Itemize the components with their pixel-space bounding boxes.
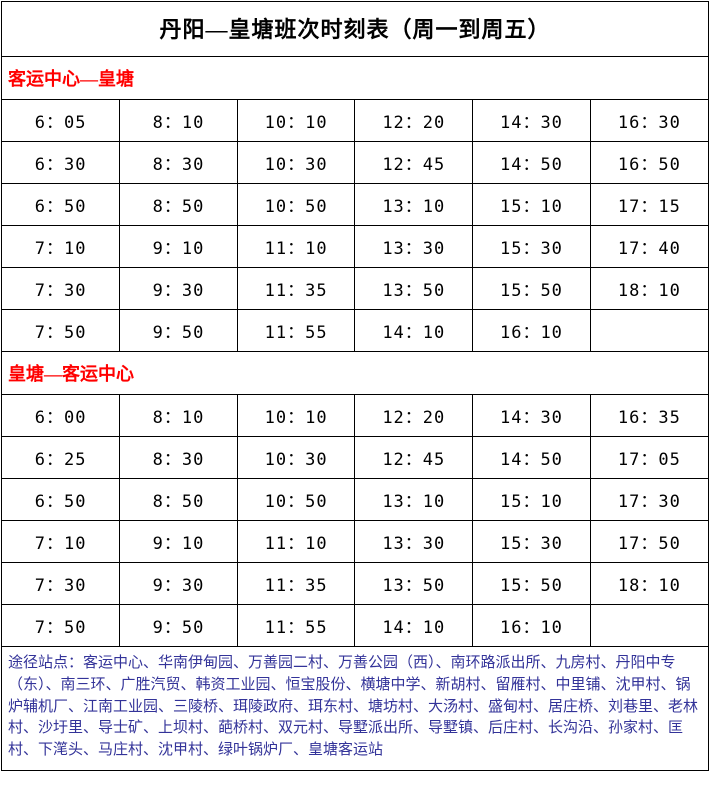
time-cell: 16：50 — [590, 142, 708, 184]
time-cell: 17：40 — [590, 226, 708, 268]
time-cell: 8：10 — [120, 395, 238, 437]
time-cell: 9：10 — [120, 226, 238, 268]
time-cell: 13：30 — [355, 521, 473, 563]
time-cell: 16：10 — [473, 310, 591, 352]
time-cell: 17：50 — [590, 521, 708, 563]
time-cell: 6：00 — [2, 395, 120, 437]
time-cell: 15：10 — [473, 479, 591, 521]
time-cell: 6：25 — [2, 437, 120, 479]
time-cell: 11：35 — [237, 268, 355, 310]
time-cell: 11：10 — [237, 226, 355, 268]
time-cell: 13：10 — [355, 184, 473, 226]
table-row: 6：008：1010：1012：2014：3016：35 — [2, 395, 708, 437]
time-cell: 12：45 — [355, 142, 473, 184]
timetable-container: 丹阳—皇塘班次时刻表（周一到周五） 客运中心—皇塘6：058：1010：1012… — [1, 1, 709, 771]
time-cell: 13：50 — [355, 268, 473, 310]
time-cell: 12：20 — [355, 100, 473, 142]
page-title: 丹阳—皇塘班次时刻表（周一到周五） — [2, 2, 708, 57]
table-row: 6：508：5010：5013：1015：1017：30 — [2, 479, 708, 521]
time-cell: 18：10 — [590, 563, 708, 605]
time-cell: 15：30 — [473, 226, 591, 268]
section-header: 客运中心—皇塘 — [2, 57, 708, 100]
time-cell: 11：55 — [237, 605, 355, 647]
time-cell: 10：30 — [237, 437, 355, 479]
time-cell: 10：50 — [237, 184, 355, 226]
time-cell: 7：10 — [2, 226, 120, 268]
timetable: 6：008：1010：1012：2014：3016：356：258：3010：3… — [2, 395, 708, 646]
time-cell: 10：10 — [237, 395, 355, 437]
time-cell: 14：10 — [355, 605, 473, 647]
time-cell: 7：10 — [2, 521, 120, 563]
table-row: 6：308：3010：3012：4514：5016：50 — [2, 142, 708, 184]
table-row: 7：109：1011：1013：3015：3017：40 — [2, 226, 708, 268]
time-cell: 17：15 — [590, 184, 708, 226]
time-cell: 6：50 — [2, 184, 120, 226]
time-cell: 10：10 — [237, 100, 355, 142]
time-cell: 14：10 — [355, 310, 473, 352]
time-cell: 15：10 — [473, 184, 591, 226]
time-cell: 17：30 — [590, 479, 708, 521]
time-cell: 6：30 — [2, 142, 120, 184]
time-cell: 15：50 — [473, 563, 591, 605]
time-cell: 12：20 — [355, 395, 473, 437]
time-cell: 11：55 — [237, 310, 355, 352]
time-cell: 9：50 — [120, 605, 238, 647]
table-row: 7：309：3011：3513：5015：5018：10 — [2, 268, 708, 310]
time-cell: 16：35 — [590, 395, 708, 437]
time-cell: 6：05 — [2, 100, 120, 142]
time-cell: 13：30 — [355, 226, 473, 268]
time-cell: 13：10 — [355, 479, 473, 521]
table-row: 7：109：1011：1013：3015：3017：50 — [2, 521, 708, 563]
time-cell: 14：50 — [473, 437, 591, 479]
time-cell: 14：30 — [473, 395, 591, 437]
time-cell: 8：30 — [120, 437, 238, 479]
time-cell: 15：30 — [473, 521, 591, 563]
table-row: 6：258：3010：3012：4514：5017：05 — [2, 437, 708, 479]
time-cell: 8：50 — [120, 479, 238, 521]
time-cell: 17：05 — [590, 437, 708, 479]
time-cell: 9：30 — [120, 268, 238, 310]
section-header: 皇塘—客运中心 — [2, 352, 708, 395]
time-cell: 10：30 — [237, 142, 355, 184]
table-row: 6：058：1010：1012：2014：3016：30 — [2, 100, 708, 142]
route-stops-text: 途径站点：客运中心、华南伊甸园、万善园二村、万善公园（西）、南环路派出所、九房村… — [2, 647, 708, 770]
time-cell: 14：50 — [473, 142, 591, 184]
table-row: 6：508：5010：5013：1015：1017：15 — [2, 184, 708, 226]
time-cell: 15：50 — [473, 268, 591, 310]
time-cell: 10：50 — [237, 479, 355, 521]
time-cell — [590, 605, 708, 647]
time-cell: 13：50 — [355, 563, 473, 605]
time-cell: 9：50 — [120, 310, 238, 352]
time-cell — [590, 310, 708, 352]
time-cell: 9：30 — [120, 563, 238, 605]
time-cell: 12：45 — [355, 437, 473, 479]
timetable-section: 客运中心—皇塘6：058：1010：1012：2014：3016：306：308… — [2, 57, 708, 352]
time-cell: 18：10 — [590, 268, 708, 310]
time-cell: 8：10 — [120, 100, 238, 142]
time-cell: 9：10 — [120, 521, 238, 563]
time-cell: 6：50 — [2, 479, 120, 521]
time-cell: 8：30 — [120, 142, 238, 184]
time-cell: 7：30 — [2, 563, 120, 605]
time-cell: 7：50 — [2, 605, 120, 647]
time-cell: 7：30 — [2, 268, 120, 310]
table-row: 7：509：5011：5514：1016：10 — [2, 310, 708, 352]
table-row: 7：509：5011：5514：1016：10 — [2, 605, 708, 647]
time-cell: 16：30 — [590, 100, 708, 142]
time-cell: 7：50 — [2, 310, 120, 352]
table-row: 7：309：3011：3513：5015：5018：10 — [2, 563, 708, 605]
time-cell: 8：50 — [120, 184, 238, 226]
time-cell: 14：30 — [473, 100, 591, 142]
timetable: 6：058：1010：1012：2014：3016：306：308：3010：3… — [2, 100, 708, 351]
time-cell: 11：10 — [237, 521, 355, 563]
timetable-section: 皇塘—客运中心6：008：1010：1012：2014：3016：356：258… — [2, 352, 708, 647]
time-cell: 11：35 — [237, 563, 355, 605]
time-cell: 16：10 — [473, 605, 591, 647]
